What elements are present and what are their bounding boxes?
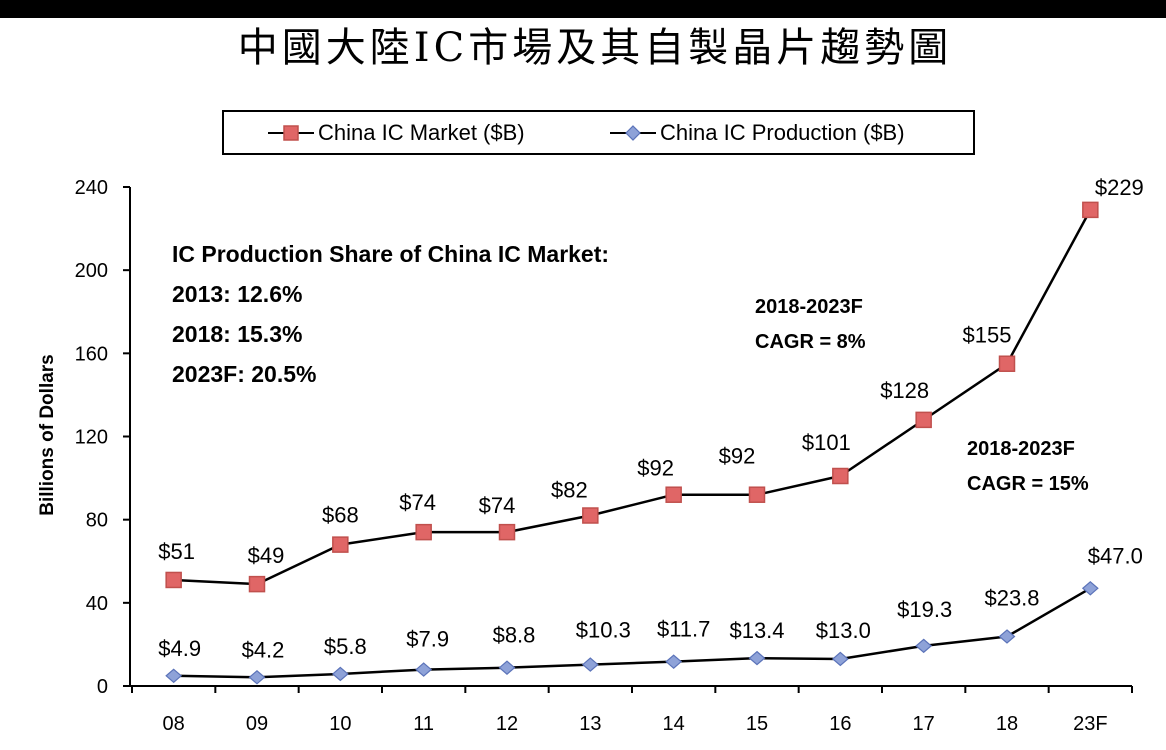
data-label-production: $19.3 — [897, 597, 952, 622]
series-line-production — [173, 587, 1091, 679]
annotation-production-cagr-value: CAGR = 15% — [967, 473, 1089, 495]
x-tick-label: 14 — [663, 713, 685, 735]
data-label-market: $229 — [1095, 175, 1144, 200]
data-point-production — [331, 666, 349, 682]
data-label-market: $68 — [322, 503, 359, 528]
x-tick-label: 17 — [913, 713, 935, 735]
data-label-market: $74 — [399, 490, 436, 515]
data-label-production: $5.8 — [324, 634, 367, 659]
data-label-production: $8.8 — [493, 623, 536, 648]
x-tick-label: 16 — [829, 713, 851, 735]
data-label-production: $7.9 — [406, 627, 449, 652]
annotation-share-2018: 2018: 15.3% — [172, 321, 303, 347]
legend-square-marker-icon — [268, 124, 314, 141]
annotation-market-cagr-period: 2018-2023F — [755, 296, 863, 318]
data-label-production: $11.7 — [657, 617, 710, 642]
annotation-market-cagr-value: CAGR = 8% — [755, 331, 866, 353]
x-tick-label: 11 — [413, 713, 434, 735]
data-point-market — [665, 486, 682, 503]
annotation-production-cagr-period: 2018-2023F — [967, 438, 1075, 460]
data-label-production: $13.4 — [729, 618, 784, 643]
legend-label-market: China IC Market ($B) — [318, 119, 525, 145]
data-point-market — [165, 571, 182, 589]
x-tick-label: 18 — [996, 713, 1018, 735]
data-label-market: $155 — [963, 323, 1012, 348]
data-point-market — [498, 523, 516, 541]
chart-title: 中國大陸IC市場及其自製晶片趨勢圖 — [237, 25, 953, 71]
x-tick-label: 08 — [163, 713, 185, 735]
data-label-market: $92 — [719, 444, 756, 469]
legend-label-production: China IC Production ($B) — [660, 119, 905, 145]
data-point-market — [415, 523, 432, 541]
y-tick-label: 240 — [75, 177, 108, 199]
y-tick-label: 160 — [75, 343, 108, 365]
data-label-market: $92 — [637, 456, 674, 481]
y-tick-label: 120 — [75, 427, 108, 449]
data-label-production: $4.2 — [242, 637, 285, 662]
data-point-production — [748, 650, 766, 666]
data-point-market — [1082, 201, 1099, 219]
data-point-market — [832, 467, 849, 485]
x-tick-label: 13 — [579, 713, 601, 735]
x-tick-label: 12 — [496, 713, 518, 735]
legend-entry-production: China IC Production ($B) — [610, 112, 905, 153]
data-label-market: $82 — [551, 478, 588, 503]
data-point-market — [332, 536, 349, 553]
y-tick-label: 40 — [86, 593, 108, 615]
data-point-production — [581, 657, 599, 672]
y-axis-label: Billions of Dollars — [37, 354, 58, 516]
data-label-market: $101 — [802, 430, 851, 455]
annotation-production-cagr: 2018-2023F CAGR = 15% — [967, 432, 1089, 502]
annotation-share-2023f: 2023F: 20.5% — [172, 361, 317, 387]
annotation-market-cagr: 2018-2023F CAGR = 8% — [755, 290, 866, 360]
data-point-production — [165, 668, 183, 684]
x-tick-label: 23F — [1073, 713, 1107, 735]
data-point-production — [498, 660, 516, 675]
data-label-market: $49 — [248, 543, 285, 568]
series-line-market — [173, 209, 1092, 586]
data-point-production — [915, 638, 933, 654]
data-label-market: $74 — [479, 493, 516, 518]
data-label-production: $23.8 — [984, 586, 1039, 611]
data-point-production — [248, 669, 266, 685]
legend-entry-market: China IC Market ($B) — [268, 112, 525, 153]
data-point-market — [998, 355, 1016, 372]
data-point-production — [831, 651, 849, 667]
data-point-market — [915, 411, 932, 429]
data-label-production: $4.9 — [158, 636, 201, 661]
y-tick-label: 0 — [97, 676, 108, 698]
data-point-market — [748, 486, 766, 503]
data-point-market — [248, 575, 266, 593]
data-point-production — [998, 629, 1016, 644]
annotation-production-share: IC Production Share of China IC Market: … — [172, 234, 609, 394]
top-black-bar — [0, 0, 1166, 18]
data-label-market: $128 — [880, 378, 929, 403]
x-tick-label: 15 — [746, 713, 768, 735]
legend-diamond-marker-icon — [610, 124, 656, 141]
data-label-market: $51 — [158, 539, 195, 564]
y-tick-label: 80 — [86, 510, 108, 532]
annotation-share-2013: 2013: 12.6% — [172, 281, 303, 307]
data-point-production — [415, 662, 433, 677]
data-label-production: $47.0 — [1088, 543, 1143, 568]
data-point-production — [1081, 580, 1099, 596]
data-point-market — [582, 507, 599, 524]
data-label-production: $13.0 — [816, 618, 871, 643]
chart-legend: China IC Market ($B) China IC Production… — [222, 110, 975, 155]
data-label-production: $10.3 — [576, 618, 631, 643]
x-tick-label: 09 — [246, 713, 268, 735]
x-tick-label: 10 — [329, 713, 351, 735]
y-tick-label: 200 — [75, 260, 108, 282]
annotation-share-heading: IC Production Share of China IC Market: — [172, 241, 610, 267]
data-point-production — [665, 654, 683, 669]
